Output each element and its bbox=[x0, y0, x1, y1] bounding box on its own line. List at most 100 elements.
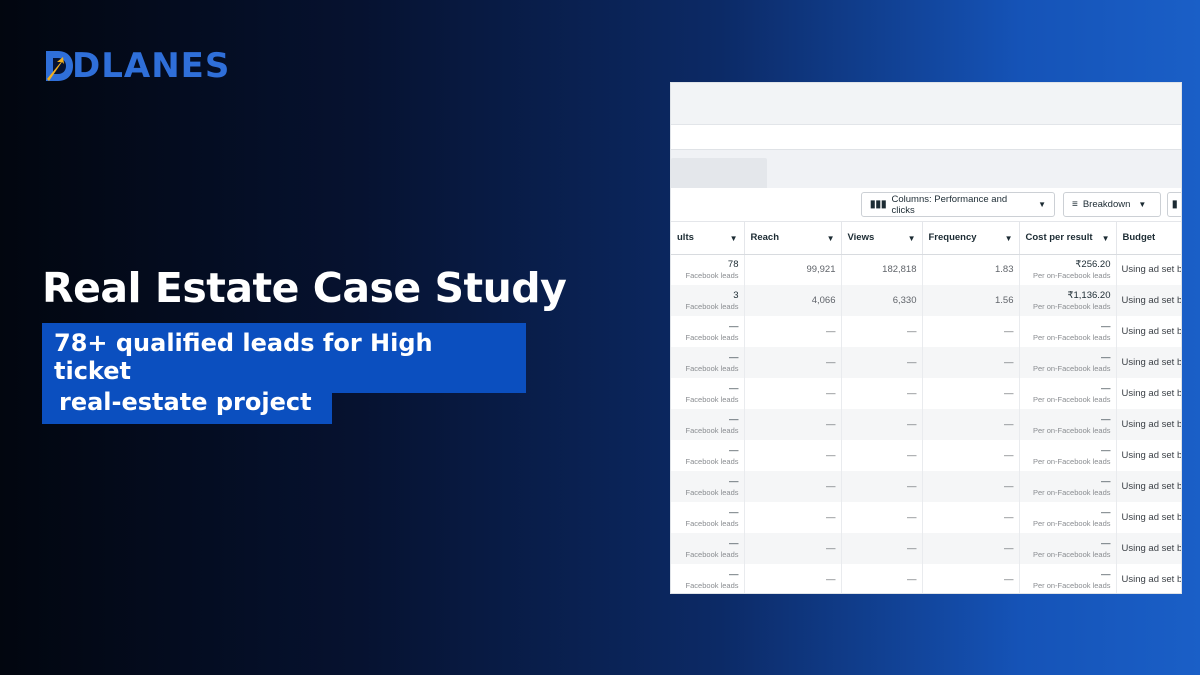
table-row[interactable]: 3 Facebook leads 4,066 6,330 1.56 ₹1,136.20 Pe… bbox=[671, 285, 1181, 316]
budget-cell: Using ad set b bbox=[1116, 471, 1181, 502]
sort-caret-icon: ▼ bbox=[826, 234, 835, 243]
table-row[interactable]: — Facebook leads — — — — Per on-Facebook leads… bbox=[671, 533, 1181, 564]
budget-cell: Using ad set b bbox=[1116, 409, 1181, 440]
frequency-cell: — bbox=[922, 471, 1020, 502]
arrow-mark-icon bbox=[44, 49, 74, 83]
results-cell: — Facebook leads bbox=[671, 378, 745, 409]
views-cell: — bbox=[841, 409, 923, 440]
column-header-views[interactable]: Views ▼ bbox=[841, 222, 923, 255]
breakdown-button[interactable]: ≡ Breakdown ▼ bbox=[1063, 192, 1161, 217]
cost-per-result-cell: — Per on-Facebook leads bbox=[1019, 378, 1117, 409]
cost-per-result-cell: — Per on-Facebook leads bbox=[1019, 533, 1117, 564]
highlight-tag-1: 78+ qualified leads for High ticket bbox=[42, 323, 526, 393]
frequency-cell: — bbox=[922, 440, 1020, 471]
table-row[interactable]: — Facebook leads — — — — Per on-Facebook leads… bbox=[671, 378, 1181, 409]
reach-cell: — bbox=[744, 440, 842, 471]
views-cell: — bbox=[841, 347, 923, 378]
results-cell: — Facebook leads bbox=[671, 347, 745, 378]
frequency-cell: — bbox=[922, 347, 1020, 378]
budget-cell: Using ad set b bbox=[1116, 564, 1181, 593]
views-cell: — bbox=[841, 502, 923, 533]
column-header-cost-per-result[interactable]: Cost per result ▼ bbox=[1019, 222, 1117, 255]
table-row[interactable]: — Facebook leads — — — — Per on-Facebook leads… bbox=[671, 409, 1181, 440]
results-cell: — Facebook leads bbox=[671, 471, 745, 502]
reach-cell: — bbox=[744, 347, 842, 378]
views-cell: — bbox=[841, 471, 923, 502]
frequency-cell: — bbox=[922, 502, 1020, 533]
breakdown-icon: ≡ bbox=[1072, 199, 1078, 210]
column-header-results[interactable]: ults ▼ bbox=[671, 222, 745, 255]
results-cell: — Facebook leads bbox=[671, 316, 745, 347]
sort-caret-icon: ▼ bbox=[1101, 234, 1110, 243]
table-row[interactable]: — Facebook leads — — — — Per on-Facebook leads… bbox=[671, 347, 1181, 378]
results-cell: — Facebook leads bbox=[671, 564, 745, 593]
cost-per-result-cell: — Per on-Facebook leads bbox=[1019, 564, 1117, 593]
cost-per-result-cell: — Per on-Facebook leads bbox=[1019, 471, 1117, 502]
chevron-down-icon: ▼ bbox=[1038, 200, 1046, 209]
brand-logo: DLANES bbox=[44, 46, 230, 86]
reach-cell: — bbox=[744, 564, 842, 593]
views-cell: — bbox=[841, 378, 923, 409]
reach-cell: — bbox=[744, 316, 842, 347]
table-row[interactable]: — Facebook leads — — — — Per on-Facebook leads… bbox=[671, 471, 1181, 502]
budget-cell: Using ad set b bbox=[1116, 502, 1181, 533]
column-header-reach[interactable]: Reach ▼ bbox=[744, 222, 842, 255]
active-tab[interactable] bbox=[671, 158, 767, 188]
cost-per-result-cell: ₹256.20 Per on-Facebook leads bbox=[1019, 254, 1117, 285]
sort-caret-icon: ▼ bbox=[907, 234, 916, 243]
views-cell: — bbox=[841, 533, 923, 564]
cost-per-result-cell: — Per on-Facebook leads bbox=[1019, 440, 1117, 471]
table-toolbar: ▮▮▮ Columns: Performance and clicks ▼ ≡ … bbox=[671, 188, 1181, 222]
table-row[interactable]: — Facebook leads — — — — Per on-Facebook leads… bbox=[671, 502, 1181, 533]
tabs-row bbox=[671, 150, 1181, 188]
brand-name: DLANES bbox=[72, 46, 231, 86]
budget-cell: Using ad set b bbox=[1116, 347, 1181, 378]
cost-per-result-cell: ₹1,136.20 Per on-Facebook leads bbox=[1019, 285, 1117, 316]
frequency-cell: 1.83 bbox=[922, 254, 1020, 285]
frequency-cell: — bbox=[922, 378, 1020, 409]
reach-cell: — bbox=[744, 378, 842, 409]
table-row[interactable]: — Facebook leads — — — — Per on-Facebook leads… bbox=[671, 564, 1181, 593]
budget-cell: Using ad set b bbox=[1116, 254, 1181, 285]
ads-manager-screenshot: ▮▮▮ Columns: Performance and clicks ▼ ≡ … bbox=[670, 82, 1182, 594]
reach-cell: — bbox=[744, 502, 842, 533]
results-cell: — Facebook leads bbox=[671, 409, 745, 440]
budget-cell: Using ad set b bbox=[1116, 440, 1181, 471]
frequency-cell: — bbox=[922, 564, 1020, 593]
views-cell: — bbox=[841, 316, 923, 347]
sort-caret-icon: ▼ bbox=[729, 234, 738, 243]
results-cell: — Facebook leads bbox=[671, 502, 745, 533]
table-row[interactable]: — Facebook leads — — — — Per on-Facebook leads… bbox=[671, 316, 1181, 347]
views-cell: — bbox=[841, 440, 923, 471]
budget-cell: Using ad set b bbox=[1116, 533, 1181, 564]
column-header-budget[interactable]: Budget bbox=[1116, 222, 1181, 255]
columns-label: Columns: Performance and clicks bbox=[891, 193, 1008, 216]
more-button[interactable]: ▮ bbox=[1167, 192, 1181, 217]
views-cell: — bbox=[841, 564, 923, 593]
table-header-row: ults ▼ Reach ▼ Views ▼ Frequency ▼ Cost per … bbox=[671, 222, 1181, 255]
top-bar bbox=[671, 83, 1181, 125]
table-row[interactable]: 78 Facebook leads 99,921 182,818 1.83 ₹256.20… bbox=[671, 254, 1181, 285]
frequency-cell: — bbox=[922, 409, 1020, 440]
results-cell: — Facebook leads bbox=[671, 533, 745, 564]
cost-per-result-cell: — Per on-Facebook leads bbox=[1019, 347, 1117, 378]
views-cell: 6,330 bbox=[841, 285, 923, 316]
budget-cell: Using ad set b bbox=[1116, 378, 1181, 409]
table-row[interactable]: — Facebook leads — — — — Per on-Facebook leads… bbox=[671, 440, 1181, 471]
filter-bar bbox=[671, 125, 1181, 150]
cost-per-result-cell: — Per on-Facebook leads bbox=[1019, 409, 1117, 440]
budget-cell: Using ad set b bbox=[1116, 285, 1181, 316]
reach-cell: — bbox=[744, 471, 842, 502]
columns-button[interactable]: ▮▮▮ Columns: Performance and clicks ▼ bbox=[861, 192, 1055, 217]
frequency-cell: 1.56 bbox=[922, 285, 1020, 316]
column-header-frequency[interactable]: Frequency ▼ bbox=[922, 222, 1020, 255]
budget-cell: Using ad set b bbox=[1116, 316, 1181, 347]
cost-per-result-cell: — Per on-Facebook leads bbox=[1019, 316, 1117, 347]
columns-icon: ▮▮▮ bbox=[870, 199, 887, 210]
highlight-tag-2: real-estate project bbox=[42, 382, 332, 424]
reach-cell: — bbox=[744, 409, 842, 440]
results-cell: 3 Facebook leads bbox=[671, 285, 745, 316]
more-icon: ▮ bbox=[1172, 199, 1178, 210]
results-table: ults ▼ Reach ▼ Views ▼ Frequency ▼ Cost per … bbox=[671, 222, 1181, 593]
reach-cell: — bbox=[744, 533, 842, 564]
